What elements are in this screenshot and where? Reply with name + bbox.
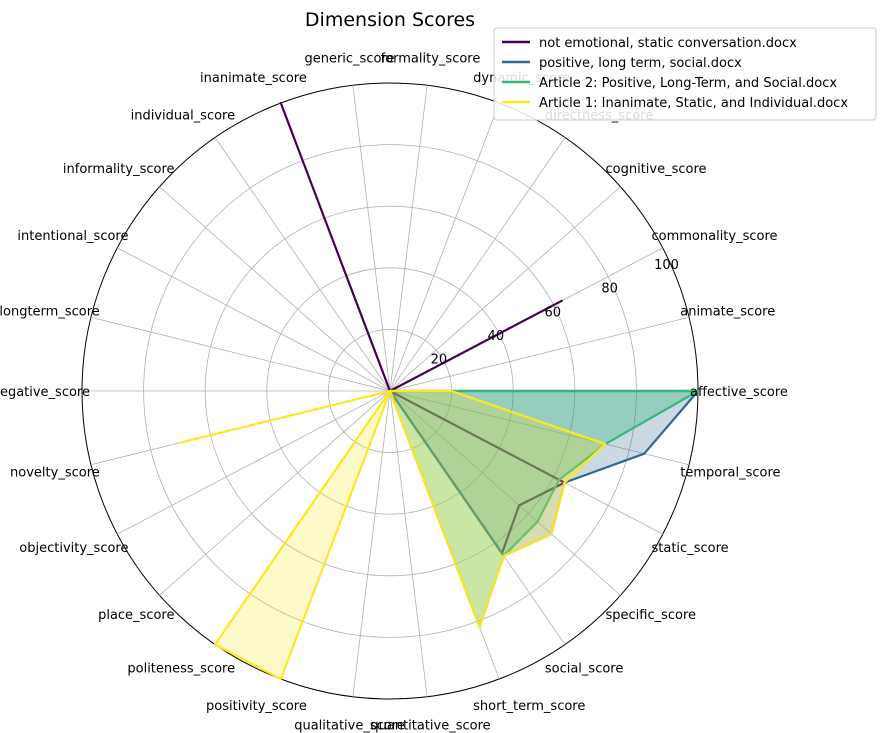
- axis-label-negative_score: negative_score: [0, 385, 90, 400]
- legend-label-2: Article 2: Positive, Long-Term, and Soci…: [539, 76, 837, 91]
- spoke-temporal_score: [389, 390, 690, 466]
- spoke-individual_score: [214, 137, 391, 392]
- spoke-place_score: [159, 390, 391, 596]
- series-fill-1: [390, 391, 698, 556]
- axis-label-longterm_score: longterm_score: [0, 305, 100, 320]
- series-fill-3: [180, 391, 606, 679]
- spoke-intentional_score: [117, 247, 391, 392]
- radial-tick-60: 60: [544, 305, 561, 320]
- axis-label-cognitive_score: cognitive_score: [605, 162, 706, 177]
- radial-tick-40: 40: [488, 329, 505, 344]
- axis-label-temporal_score: temporal_score: [680, 465, 780, 480]
- axis-label-generic_score: generic_score: [304, 51, 394, 66]
- radial-tick-80: 80: [601, 282, 618, 297]
- spoke-objectivity_score: [117, 390, 391, 535]
- legend-label-0: not emotional, static conversation.docx: [539, 36, 797, 51]
- chart-title: Dimension Scores: [305, 9, 475, 31]
- axis-label-commonality_score: commonality_score: [652, 229, 778, 244]
- axis-label-objectivity_score: objectivity_score: [19, 541, 128, 556]
- radial-tick-100: 100: [654, 258, 679, 273]
- spoke-cognitive_score: [389, 186, 621, 392]
- axis-label-specific_score: specific_score: [605, 608, 696, 623]
- axis-label-inanimate_score: inanimate_score: [200, 71, 307, 86]
- spoke-directness_score: [389, 137, 566, 392]
- axis-label-positivity_score: positivity_score: [206, 699, 307, 714]
- axis-label-individual_score: individual_score: [131, 108, 236, 123]
- axis-label-novelty_score: novelty_score: [10, 465, 100, 480]
- axis-label-animate_score: animate_score: [680, 305, 775, 320]
- spoke-informality_score: [159, 186, 391, 392]
- radar-series: [179, 101, 700, 681]
- spoke-quantitative_score: [389, 390, 428, 697]
- spoke-generic_score: [352, 85, 391, 392]
- spoke-qualitative_score: [352, 390, 391, 697]
- axis-label-formality_score: formality_score: [381, 51, 481, 66]
- axis-label-short_term_score: short_term_score: [473, 699, 585, 714]
- spoke-formality_score: [389, 85, 428, 392]
- axis-label-static_score: static_score: [652, 541, 729, 556]
- radial-tick-20: 20: [431, 352, 448, 367]
- spoke-dynamic_score: [389, 102, 500, 392]
- spoke-specific_score: [389, 390, 621, 596]
- legend-box: [493, 27, 877, 121]
- axis-label-informality_score: informality_score: [63, 162, 175, 177]
- radial-tick-labels: 20 40 60 80 100: [431, 258, 679, 367]
- axis-label-quantitative_score: quantitative_score: [370, 719, 490, 733]
- axis-label-qualitative_score: qualitative_score: [294, 719, 405, 733]
- axis-label-affective_score: affective_score: [690, 385, 788, 400]
- axis-label-intentional_score: intentional_score: [17, 229, 128, 244]
- spoke-longterm_score: [90, 316, 391, 392]
- axis-label-place_score: place_score: [98, 608, 174, 623]
- legend: not emotional, static conversation.docx p…: [493, 27, 877, 121]
- axis-label-politeness_score: politeness_score: [127, 662, 235, 677]
- axis-label-social_score: social_score: [545, 662, 624, 677]
- legend-label-1: positive, long term, social.docx: [539, 56, 742, 71]
- series-line-3: [179, 389, 607, 681]
- legend-label-3: Article 1: Inanimate, Static, and Indivi…: [539, 96, 848, 111]
- spoke-animate_score: [389, 316, 690, 392]
